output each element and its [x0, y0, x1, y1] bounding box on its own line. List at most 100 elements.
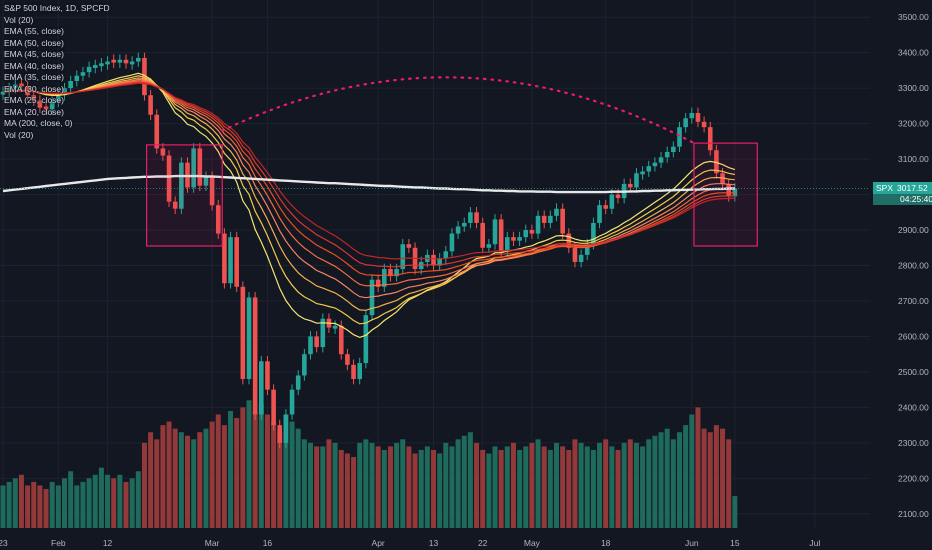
volume-bar [172, 428, 178, 528]
volume-bar [535, 439, 541, 528]
candle-body [271, 389, 276, 426]
candle-body [720, 173, 725, 184]
volume-bar [246, 400, 252, 528]
candle-body [74, 75, 80, 82]
candle-body [86, 66, 92, 73]
y-tick-label: 2600.00 [898, 331, 929, 341]
volume-bar [492, 446, 498, 528]
candle-body [609, 194, 615, 209]
volume-bar [209, 421, 215, 528]
volume-bar [320, 446, 326, 528]
volume-bar [523, 446, 529, 528]
volume-bar [344, 453, 350, 528]
volume-bar [12, 478, 18, 528]
candle-body [584, 244, 590, 255]
volume-bar [191, 439, 197, 528]
volume-bar [615, 449, 621, 528]
candle-body [172, 201, 178, 209]
volume-bar [283, 414, 289, 528]
volume-bar [351, 457, 357, 528]
candle-body [37, 100, 43, 108]
volume-bar [252, 410, 258, 528]
volume-bar [461, 435, 467, 528]
x-tick-label: Apr [372, 538, 385, 548]
volume-bar [203, 428, 209, 528]
price-tag-symbol: SPX [876, 183, 894, 193]
x-tick-label: 15 [730, 538, 740, 548]
volume-bar [603, 439, 609, 528]
candle-body [92, 65, 98, 68]
volume-bar [105, 474, 111, 528]
candle-body [369, 279, 375, 316]
volume-bar [295, 428, 301, 528]
candle-body [148, 95, 153, 115]
last-price-tag: SPX 3017.52 04:25:40 [873, 182, 932, 205]
volume-bar [166, 421, 172, 528]
volume-bar [400, 439, 406, 528]
x-tick-label: 22 [478, 538, 488, 548]
volume-bar [185, 435, 190, 528]
volume-bar [406, 446, 412, 528]
candle-body [548, 215, 553, 223]
volume-bar [92, 474, 98, 528]
volume-bar [474, 442, 480, 528]
candle-body [246, 297, 252, 380]
volume-bar [375, 446, 381, 528]
volume-bar [301, 439, 307, 528]
volume-bar [640, 446, 646, 528]
candle-body [179, 162, 184, 209]
ema-line [2, 75, 736, 325]
volume-bar [633, 442, 639, 528]
volume-bar [0, 485, 6, 528]
volume-bar [160, 425, 166, 528]
volume-bar [135, 471, 141, 528]
candle-body [240, 286, 246, 380]
volume-bar [178, 432, 184, 528]
candle-body [320, 318, 326, 348]
candle-body [43, 106, 49, 110]
candle-body [431, 254, 436, 266]
candle-body [664, 151, 670, 158]
volume-bar [646, 439, 652, 528]
volume-bar [584, 446, 590, 528]
candle-body [136, 57, 141, 62]
candle-body [338, 325, 344, 355]
annotation-box [693, 142, 758, 247]
y-tick-label: 2500.00 [898, 367, 929, 377]
volume-bar [197, 432, 203, 528]
volume-bar [74, 485, 80, 528]
candle-body [197, 148, 203, 186]
candle-body [468, 212, 473, 223]
candle-body [111, 59, 116, 63]
y-tick-label: 2200.00 [898, 473, 929, 483]
volume-bar [529, 442, 535, 528]
candle-body [554, 208, 559, 216]
candle-body [142, 57, 147, 96]
ema-line [2, 82, 735, 260]
candle-body [591, 222, 596, 245]
candle-body [689, 112, 695, 119]
candle-body [154, 114, 160, 149]
volume-bar [228, 410, 234, 528]
volume-bar [129, 478, 135, 528]
candle-body [375, 279, 381, 287]
candle-body [49, 101, 55, 110]
candle-body [394, 269, 399, 277]
candle-body [498, 219, 504, 252]
volume-bar [80, 481, 86, 528]
y-tick-label: 3200.00 [898, 119, 929, 129]
volume-bar [498, 449, 504, 528]
candle-body [363, 315, 369, 364]
volume-bar [43, 488, 49, 528]
candle-body [228, 237, 233, 284]
candle-body [160, 148, 166, 156]
volume-bar [123, 481, 129, 528]
candle-body [252, 297, 258, 415]
volume-bar [418, 449, 424, 528]
candle-body [572, 247, 578, 262]
x-tick-label: Jul [809, 538, 820, 548]
ma200-line [2, 174, 735, 194]
ema-line [2, 78, 735, 299]
volume-bar [289, 421, 295, 528]
